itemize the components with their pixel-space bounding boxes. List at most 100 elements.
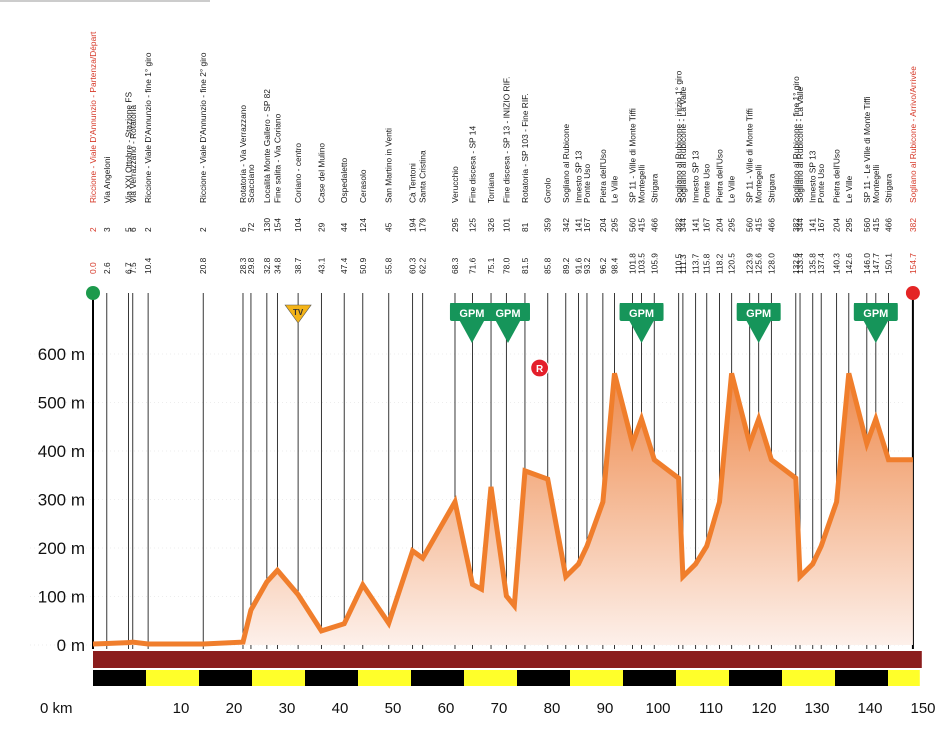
gpm-box xyxy=(736,303,781,321)
waypoint-km: 78.0 xyxy=(501,257,511,274)
waypoint-alt: 72 xyxy=(246,222,256,232)
r-label: R xyxy=(536,364,544,375)
waypoint-alt: 560 xyxy=(745,218,755,232)
waypoint-km: 140.3 xyxy=(832,253,842,274)
waypoint-name: SP 11 - Ville di Monte Tiffi xyxy=(745,108,755,203)
y-tick-label: 0 m xyxy=(57,636,85,655)
waypoint-km: 71.6 xyxy=(467,257,477,274)
x-tick-label: 120 xyxy=(751,700,776,717)
waypoint-name: Ponte Uso xyxy=(702,164,712,203)
waypoint-km: 0.0 xyxy=(88,262,98,274)
gpm-badge: GPM xyxy=(736,303,781,343)
waypoint-alt: 104 xyxy=(293,218,303,232)
band-segment xyxy=(464,670,517,686)
waypoint-alt: 344 xyxy=(678,218,688,232)
x-tick-label: 10 xyxy=(173,700,190,717)
waypoint-name: Montegelli xyxy=(637,165,647,203)
waypoint-name: Cà Tentoni xyxy=(408,163,418,203)
waypoint-alt: 29 xyxy=(316,222,326,232)
waypoint-alt: 560 xyxy=(862,218,872,232)
waypoint-name: Ospedaletto xyxy=(339,157,349,203)
x-tick-label: 60 xyxy=(438,700,455,717)
waypoint-name: Le Ville xyxy=(610,175,620,203)
waypoint-alt: 382 xyxy=(908,218,918,232)
x-tick-label: 150 xyxy=(910,700,935,717)
waypoint-name: Rotatoria - Via Verrazzano xyxy=(238,105,248,203)
band-segment xyxy=(146,670,199,686)
gpm-box xyxy=(485,303,530,321)
waypoint-name: Coriano - centro xyxy=(293,143,303,203)
x-tick-label: 20 xyxy=(226,700,243,717)
waypoint-alt: 560 xyxy=(628,218,638,232)
waypoint-alt: 2 xyxy=(88,227,98,232)
waypoint-name: Fine salita - Via Coriano xyxy=(272,113,282,203)
gpm-label: GPM xyxy=(459,308,484,320)
waypoint-km: 125.6 xyxy=(754,253,764,274)
band-segment xyxy=(623,670,676,686)
waypoint-name: Pietra dell'Uso xyxy=(832,149,842,203)
x-tick-label: 0 km xyxy=(40,700,73,717)
band-red xyxy=(93,651,922,668)
waypoint-km: 38.7 xyxy=(293,257,303,274)
waypoint-name: Case del Mulino xyxy=(316,143,326,203)
band-segment xyxy=(358,670,411,686)
waypoint-alt: 466 xyxy=(649,218,659,232)
band-segment xyxy=(199,670,252,686)
tv-label: TV xyxy=(293,308,304,317)
waypoint-km: 103.5 xyxy=(637,253,647,274)
waypoint-alt: 382 xyxy=(791,218,801,232)
x-tick-label: 140 xyxy=(857,700,882,717)
waypoint-km: 29.8 xyxy=(246,257,256,274)
waypoint-alt: 101 xyxy=(501,218,511,232)
profile-layer xyxy=(86,286,920,647)
waypoint-alt: 204 xyxy=(598,218,608,232)
waypoint-alt: 295 xyxy=(610,218,620,232)
y-tick-label: 500 m xyxy=(38,394,85,413)
gpm-badge: GPM xyxy=(485,303,530,343)
waypoint-name: Innesto SP 13 xyxy=(691,150,701,203)
waypoint-km: 135.8 xyxy=(808,253,818,274)
waypoint-alt: 344 xyxy=(795,218,805,232)
start-marker xyxy=(86,286,100,300)
y-tick-label: 300 m xyxy=(38,491,85,510)
y-tick-label: 600 m xyxy=(38,345,85,364)
waypoint-alt: 204 xyxy=(714,218,724,232)
x-tick-label: 70 xyxy=(491,700,508,717)
waypoint-alt: 466 xyxy=(766,218,776,232)
waypoint-name: Sogliano al Rubicone - fine 1° giro xyxy=(791,76,801,203)
waypoint-alt: 44 xyxy=(339,222,349,232)
waypoint-km: 105.9 xyxy=(649,253,659,274)
gpm-badge: GPM xyxy=(853,303,898,343)
waypoint-km: 6.7 xyxy=(124,262,134,274)
waypoint-alt: 466 xyxy=(884,218,894,232)
waypoint-km: 91.6 xyxy=(573,257,583,274)
waypoint-km: 150.1 xyxy=(884,253,894,274)
waypoint-km: 115.8 xyxy=(702,253,712,274)
waypoint-alt: 125 xyxy=(467,218,477,232)
waypoint-km: 34.8 xyxy=(272,257,282,274)
waypoint-km: 120.5 xyxy=(727,253,737,274)
waypoint-name: Sogliano al Rubicone - Arrivo/Arrivée xyxy=(908,66,918,203)
waypoint-name: Fine discesa - SP 13 - INIZIO RIF. xyxy=(501,77,511,203)
waypoint-alt: 415 xyxy=(637,218,647,232)
waypoint-name: Pietra dell'Uso xyxy=(714,149,724,203)
waypoint-km: 128.0 xyxy=(766,253,776,274)
waypoint-km: 154.7 xyxy=(908,253,918,274)
km-bands xyxy=(93,651,922,686)
waypoint-km: 137.4 xyxy=(816,253,826,274)
y-tick-label: 200 m xyxy=(38,539,85,558)
gpm-box xyxy=(853,303,898,321)
waypoint-km: 81.5 xyxy=(520,257,530,274)
waypoint-km: 133.4 xyxy=(795,253,805,274)
x-tick-label: 130 xyxy=(804,700,829,717)
gpm-label: GPM xyxy=(629,308,654,320)
waypoint-km: 101.8 xyxy=(628,253,638,274)
waypoint-name: Montegelli xyxy=(871,165,881,203)
waypoint-name: Fine discesa - SP 14 xyxy=(467,126,477,203)
waypoint-name: Via Angeloni xyxy=(102,156,112,203)
waypoint-alt: 45 xyxy=(384,222,394,232)
waypoint-alt: 295 xyxy=(450,218,460,232)
waypoint-name: Riccione - Viale D'Annunzio - fine 1° gi… xyxy=(143,52,153,203)
band-segment xyxy=(570,670,623,686)
